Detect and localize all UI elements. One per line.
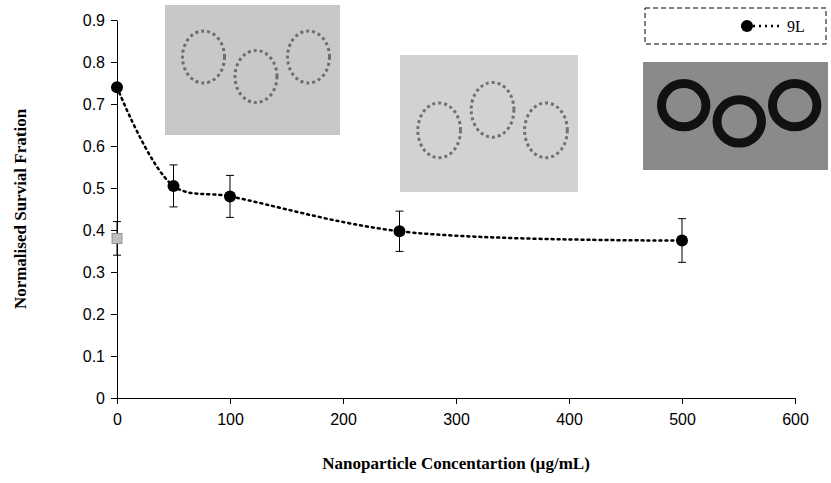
y-tick: 0.2 xyxy=(83,306,117,323)
insets xyxy=(165,5,828,192)
x-tick-mark xyxy=(682,398,683,404)
y-axis-title: Normalised Survial Fration xyxy=(11,108,30,309)
x-tick-label: 0 xyxy=(113,411,122,428)
inset-image xyxy=(400,55,578,192)
data-point xyxy=(394,225,406,237)
inset-cell xyxy=(418,103,461,158)
x-tick: 600 xyxy=(782,398,809,428)
x-tick-label: 600 xyxy=(782,411,809,428)
error-bar-cap xyxy=(113,255,121,256)
data-point xyxy=(676,235,688,247)
x-tick-mark xyxy=(230,398,231,404)
error-bar-cap xyxy=(113,221,121,222)
y-tick: 0.1 xyxy=(83,348,117,365)
x-tick-label: 300 xyxy=(443,411,470,428)
x-tick: 500 xyxy=(669,398,696,428)
error-bar-cap xyxy=(170,206,178,207)
y-axis: 0 0.1 0.2 0.3 0.4 0.5 0.6 0.7 0.8 0.9 xyxy=(83,12,118,407)
y-tick-label: 0.1 xyxy=(83,348,105,365)
y-tick-label: 0.9 xyxy=(83,12,105,29)
x-tick-mark xyxy=(456,398,457,404)
x-tick: 100 xyxy=(217,398,244,428)
y-tick-label: 0.3 xyxy=(83,264,105,281)
y-tick-mark xyxy=(111,230,117,231)
y-tick-mark xyxy=(111,272,117,273)
inset-cell xyxy=(471,82,514,137)
x-tick-mark xyxy=(117,398,118,404)
data-point xyxy=(111,81,123,93)
inset-cell xyxy=(717,100,761,143)
inset-background xyxy=(400,55,578,192)
y-tick-mark xyxy=(111,146,117,147)
x-tick-mark xyxy=(343,398,344,404)
x-tick-label: 500 xyxy=(669,411,696,428)
y-tick: 0.9 xyxy=(83,12,117,29)
y-tick-label: 0.4 xyxy=(83,222,105,239)
inset-background xyxy=(165,5,340,135)
legend-marker xyxy=(741,20,753,32)
inset-image xyxy=(643,62,828,170)
chart: 0 100 200 300 400 500 600 0 0.1 0.2 0.3 0.4 0.5 0.6 0.… xyxy=(0,0,831,483)
y-tick-mark xyxy=(111,188,117,189)
error-bar-cap xyxy=(170,164,178,165)
y-tick-mark xyxy=(111,104,117,105)
inset-image xyxy=(165,5,340,135)
y-tick-label: 0.2 xyxy=(83,306,105,323)
x-tick-mark xyxy=(795,398,796,404)
inset-cell xyxy=(662,84,706,127)
data-point xyxy=(224,190,236,202)
inset-cell xyxy=(288,31,330,83)
y-tick: 0 xyxy=(96,390,117,407)
y-tick-mark xyxy=(111,20,117,21)
x-tick: 200 xyxy=(330,398,357,428)
legend-label: 9L xyxy=(787,18,805,35)
y-tick-mark xyxy=(111,62,117,63)
x-tick-label: 100 xyxy=(217,411,244,428)
error-bar-cap xyxy=(396,251,404,252)
y-tick-mark xyxy=(111,356,117,357)
legend: 9L xyxy=(645,8,826,44)
inset-cell xyxy=(183,31,225,83)
y-tick-label: 0.7 xyxy=(83,96,105,113)
x-tick: 0 xyxy=(113,398,122,428)
x-axis: 0 100 200 300 400 500 600 xyxy=(113,398,809,428)
inset-cell xyxy=(235,51,277,103)
x-tick-mark xyxy=(569,398,570,404)
y-tick: 0.3 xyxy=(83,264,117,281)
y-tick-label: 0.5 xyxy=(83,180,105,197)
x-tick-label: 200 xyxy=(330,411,357,428)
error-bar-cap xyxy=(226,175,234,176)
legend-frame xyxy=(645,8,826,44)
y-tick-mark xyxy=(111,314,117,315)
x-tick: 300 xyxy=(443,398,470,428)
y-tick: 0.5 xyxy=(83,180,117,197)
error-bar xyxy=(113,222,121,256)
x-tick-label: 400 xyxy=(556,411,583,428)
y-tick-label: 0 xyxy=(96,390,105,407)
y-tick: 0.6 xyxy=(83,138,117,155)
y-tick: 0.8 xyxy=(83,54,117,71)
y-axis-line xyxy=(117,21,118,399)
inset-background xyxy=(643,62,828,170)
error-bar-cap xyxy=(226,217,234,218)
error-bar-cap xyxy=(678,218,686,219)
inset-cell xyxy=(525,103,568,158)
y-tick-mark xyxy=(111,398,117,399)
x-tick: 400 xyxy=(556,398,583,428)
x-axis-title: Nanoparticle Concentartion (µg/mL) xyxy=(322,454,590,473)
error-bar-cap xyxy=(678,262,686,263)
y-tick-label: 0.6 xyxy=(83,138,105,155)
plot-area xyxy=(111,81,688,262)
inset-cell xyxy=(773,84,817,127)
y-tick: 0.7 xyxy=(83,96,117,113)
error-bar-cap xyxy=(396,211,404,212)
data-point xyxy=(112,233,122,243)
y-tick-label: 0.8 xyxy=(83,54,105,71)
data-point xyxy=(168,180,180,192)
